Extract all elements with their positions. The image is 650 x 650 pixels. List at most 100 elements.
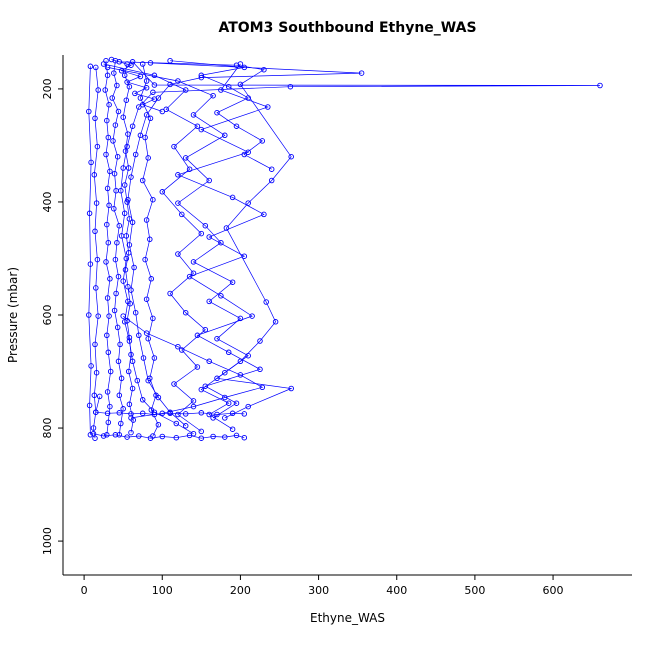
profile-line — [88, 66, 92, 435]
data-point — [198, 435, 205, 441]
data-point — [116, 222, 123, 229]
data-point — [112, 256, 119, 263]
profile-3 — [118, 59, 603, 437]
x-tick-label: 500 — [464, 584, 485, 597]
data-point — [128, 429, 134, 436]
profile-14 — [108, 56, 166, 115]
data-point — [259, 138, 266, 144]
data-point — [104, 117, 110, 124]
data-point — [126, 338, 133, 344]
profile-line — [103, 63, 206, 432]
data-point — [109, 95, 115, 101]
data-point — [142, 256, 148, 263]
data-point — [126, 83, 133, 90]
data-point — [259, 384, 266, 391]
data-point — [206, 234, 212, 240]
data-point — [186, 273, 193, 280]
data-point — [124, 143, 130, 150]
data-point — [118, 375, 125, 382]
profile-15 — [167, 57, 275, 172]
data-point — [102, 87, 108, 93]
data-point — [167, 410, 173, 417]
data-point — [150, 315, 156, 322]
data-point — [132, 309, 139, 316]
data-point — [143, 78, 150, 84]
data-point — [92, 115, 98, 122]
data-point — [92, 435, 98, 441]
data-point — [175, 411, 181, 418]
data-point — [241, 253, 248, 259]
data-point — [128, 62, 134, 68]
data-point — [198, 410, 205, 416]
data-point — [223, 225, 230, 231]
data-point — [129, 219, 136, 226]
data-point — [128, 411, 134, 417]
data-point — [147, 375, 153, 382]
x-tick-label: 300 — [308, 584, 329, 597]
profile-line — [127, 62, 362, 427]
data-point — [104, 410, 111, 417]
profile-line — [93, 67, 99, 439]
data-point — [597, 82, 603, 89]
data-point — [86, 312, 92, 318]
data-point — [167, 81, 173, 88]
data-point — [233, 400, 240, 406]
data-point — [237, 81, 244, 88]
data-point — [179, 347, 185, 353]
data-point — [108, 56, 115, 63]
data-point — [261, 66, 267, 73]
data-point — [222, 434, 228, 440]
axes-layer — [58, 55, 632, 580]
data-point — [245, 95, 251, 101]
data-point — [198, 428, 205, 435]
profile-5 — [104, 64, 251, 432]
data-point — [167, 290, 173, 297]
data-point — [229, 426, 236, 432]
data-point — [113, 290, 119, 297]
data-point — [117, 341, 123, 348]
data-point — [194, 332, 201, 339]
data-point — [179, 211, 185, 218]
data-point — [104, 295, 111, 301]
data-point — [92, 228, 98, 235]
data-point — [129, 385, 136, 392]
data-point — [143, 296, 150, 302]
data-point — [214, 335, 220, 342]
profile-12 — [137, 61, 162, 439]
data-point — [202, 383, 209, 389]
data-point — [121, 72, 128, 79]
data-point — [137, 73, 144, 80]
data-point — [171, 381, 177, 387]
data-point — [241, 151, 248, 158]
data-point — [121, 182, 128, 188]
data-point — [88, 159, 94, 166]
profile-line — [111, 59, 163, 112]
data-point — [120, 313, 126, 319]
data-point — [86, 108, 92, 115]
data-point — [103, 57, 109, 64]
data-point — [202, 222, 209, 229]
data-point — [151, 355, 158, 361]
data-point — [93, 369, 100, 376]
chart-title: ATOM3 Southbound Ethyne_WAS — [218, 20, 476, 36]
data-point — [111, 307, 118, 314]
data-point — [139, 61, 146, 67]
data-point — [159, 433, 166, 440]
data-point — [198, 230, 205, 237]
data-point — [134, 377, 141, 384]
data-point — [112, 432, 119, 438]
data-point — [116, 410, 123, 416]
data-point — [111, 170, 118, 177]
data-point — [118, 187, 124, 194]
data-point — [125, 368, 132, 375]
x-tick-label: 100 — [152, 584, 173, 597]
data-point — [120, 406, 126, 412]
data-point — [159, 410, 166, 417]
x-tick-label: 400 — [386, 584, 407, 597]
data-point — [87, 432, 94, 438]
data-point — [92, 341, 98, 348]
data-point — [145, 155, 151, 161]
data-point — [206, 411, 212, 418]
data-point — [103, 259, 109, 265]
data-point — [129, 358, 136, 365]
